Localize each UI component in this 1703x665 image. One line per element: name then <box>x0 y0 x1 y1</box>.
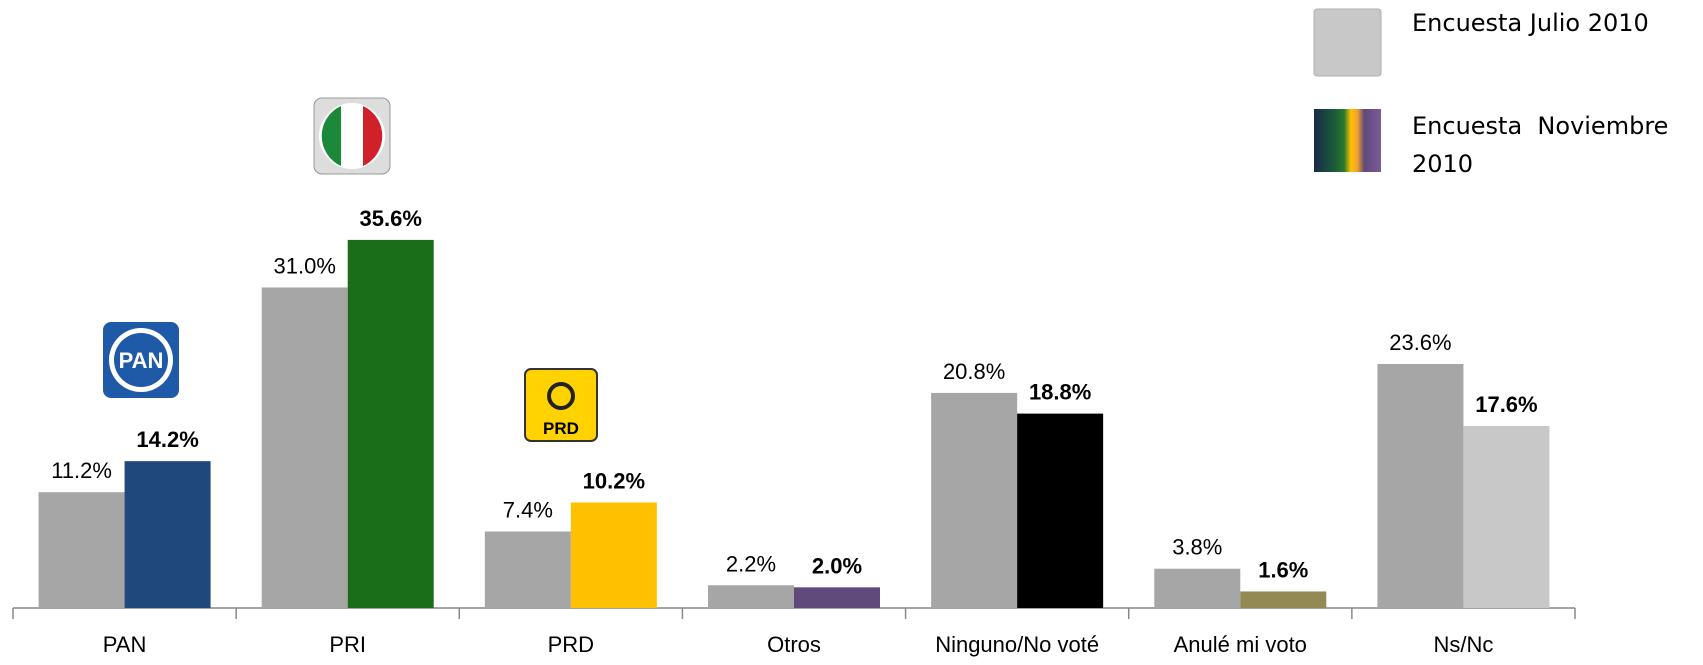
pri-logo <box>313 97 391 175</box>
value-label: 3.8% <box>1172 535 1222 560</box>
bar <box>1240 591 1327 608</box>
value-label: 20.8% <box>943 359 1005 384</box>
value-label: 35.6% <box>360 206 422 231</box>
bar <box>570 502 657 608</box>
value-label: 31.0% <box>274 253 336 278</box>
legend-label: Encuesta Noviembre 2010 <box>1412 112 1677 178</box>
x-tick-label: PRD <box>548 632 594 657</box>
bar <box>347 239 434 608</box>
value-label: 2.2% <box>726 551 776 576</box>
x-tick-label: Ns/Nc <box>1433 632 1493 657</box>
bar <box>484 531 571 608</box>
value-label: 14.2% <box>136 427 198 452</box>
prd-logo-text: PRD <box>543 419 579 438</box>
x-tick-label: PRI <box>329 632 366 657</box>
legend-swatch <box>1313 8 1382 77</box>
bar <box>708 585 794 608</box>
value-label: 2.0% <box>812 553 862 578</box>
value-label: 18.8% <box>1029 380 1091 405</box>
bar <box>1463 426 1550 608</box>
prd-logo: PRD <box>524 368 598 442</box>
bar <box>261 287 348 608</box>
bar <box>124 461 211 608</box>
bar <box>794 587 880 608</box>
bar <box>1154 568 1241 608</box>
legend-swatch <box>1314 109 1381 172</box>
x-tick-label: Anulé mi voto <box>1174 632 1307 657</box>
value-label: 10.2% <box>583 469 645 494</box>
bar <box>1017 413 1104 608</box>
value-label: 23.6% <box>1389 330 1451 355</box>
bar <box>1377 363 1464 608</box>
value-label: 1.6% <box>1258 557 1308 582</box>
bar <box>38 492 125 608</box>
x-tick-label: Otros <box>767 632 821 657</box>
pan-logo-text: PAN <box>119 348 164 373</box>
x-tick-label: PAN <box>103 632 147 657</box>
pan-logo: PAN <box>103 322 179 398</box>
value-label: 7.4% <box>503 497 553 522</box>
legend-label: Encuesta Julio 2010 <box>1412 9 1649 37</box>
x-tick-label: Ninguno/No voté <box>935 632 1099 657</box>
value-label: 11.2% <box>51 458 112 483</box>
value-label: 17.6% <box>1475 392 1537 417</box>
bar <box>931 392 1018 608</box>
